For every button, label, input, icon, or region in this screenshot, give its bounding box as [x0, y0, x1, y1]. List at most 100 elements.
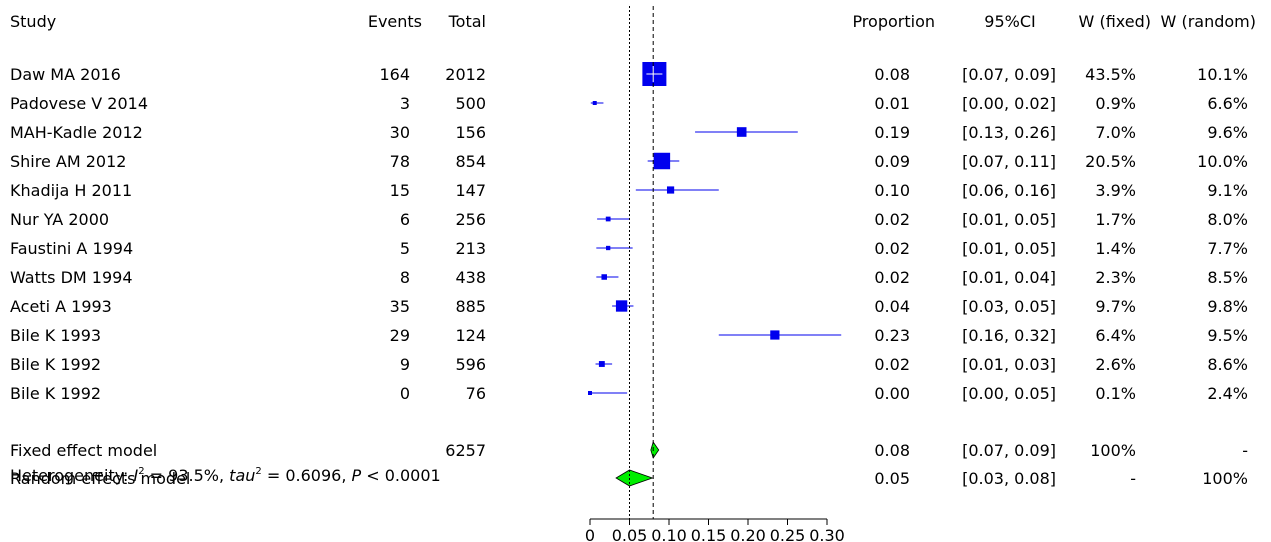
fixed-effect-diamond: [650, 441, 660, 459]
summary-w-fixed: -: [1130, 469, 1136, 488]
study-rows: Daw MA 2016 164 2012 0.08 [0.07, 0.09] 43.5% 1…: [10, 65, 1248, 488]
study-name: Bile K 1993: [10, 326, 101, 345]
study-events: 5: [400, 239, 410, 258]
random-effects-diamond: [615, 469, 654, 487]
study-events: 29: [390, 326, 410, 345]
study-w-fixed: 2.6%: [1095, 355, 1136, 374]
study-proportion: 0.02: [874, 355, 910, 374]
study-w-fixed: 3.9%: [1095, 181, 1136, 200]
study-box: [598, 361, 605, 367]
study-total: 2012: [445, 65, 486, 84]
x-tick-label: 0.15: [691, 526, 727, 542]
study-ci: [0.00, 0.02]: [962, 94, 1056, 113]
study-box: [736, 127, 747, 137]
study-w-random: 2.4%: [1207, 384, 1248, 403]
study-total: 500: [455, 94, 486, 113]
study-name: Padovese V 2014: [10, 94, 148, 113]
x-tick-label: 0.05: [612, 526, 648, 542]
study-w-random: 8.5%: [1207, 268, 1248, 287]
summary-total: 6257: [445, 441, 486, 460]
header-ci: 95%CI: [984, 12, 1035, 31]
study-proportion: 0.02: [874, 268, 910, 287]
study-name: Nur YA 2000: [10, 210, 109, 229]
study-total: 854: [455, 152, 486, 171]
study-events: 164: [379, 65, 410, 84]
study-box: [653, 152, 671, 170]
study-w-random: 10.1%: [1197, 65, 1248, 84]
study-w-random: 9.1%: [1207, 181, 1248, 200]
study-total: 438: [455, 268, 486, 287]
study-proportion: 0.09: [874, 152, 910, 171]
summary-label: Random effects model: [10, 469, 190, 488]
summary-w-random: -: [1242, 441, 1248, 460]
study-name: Bile K 1992: [10, 355, 101, 374]
x-tick-label: 0: [585, 526, 595, 542]
study-ci: [0.01, 0.04]: [962, 268, 1056, 287]
study-name: MAH-Kadle 2012: [10, 123, 143, 142]
study-events: 15: [390, 181, 410, 200]
study-w-fixed: 2.3%: [1095, 268, 1136, 287]
study-name: Shire AM 2012: [10, 152, 126, 171]
summary-proportion: 0.08: [874, 441, 910, 460]
x-tick-label: 0.10: [651, 526, 687, 542]
x-tick-label: 0.30: [809, 526, 845, 542]
study-w-fixed: 7.0%: [1095, 123, 1136, 142]
study-proportion: 0.00: [874, 384, 910, 403]
summary-proportion: 0.05: [874, 469, 910, 488]
study-name: Watts DM 1994: [10, 268, 133, 287]
study-events: 0: [400, 384, 410, 403]
study-total: 147: [455, 181, 486, 200]
study-proportion: 0.01: [874, 94, 910, 113]
study-name: Daw MA 2016: [10, 65, 121, 84]
study-w-fixed: 43.5%: [1085, 65, 1136, 84]
study-w-fixed: 1.4%: [1095, 239, 1136, 258]
study-w-random: 7.7%: [1207, 239, 1248, 258]
study-total: 156: [455, 123, 486, 142]
summary-label: Fixed effect model: [10, 441, 157, 460]
study-box: [601, 274, 607, 280]
study-ci: [0.01, 0.03]: [962, 355, 1056, 374]
header-study: Study: [10, 12, 56, 31]
study-ci: [0.01, 0.05]: [962, 239, 1056, 258]
study-ci: [0.01, 0.05]: [962, 210, 1056, 229]
study-ci: [0.00, 0.05]: [962, 384, 1056, 403]
study-events: 30: [390, 123, 410, 142]
study-box: [588, 391, 592, 395]
study-name: Faustini A 1994: [10, 239, 133, 258]
study-w-fixed: 0.1%: [1095, 384, 1136, 403]
study-ci: [0.13, 0.26]: [962, 123, 1056, 142]
study-w-random: 9.6%: [1207, 123, 1248, 142]
study-w-random: 8.6%: [1207, 355, 1248, 374]
study-w-random: 10.0%: [1197, 152, 1248, 171]
study-box: [770, 330, 780, 340]
study-events: 8: [400, 268, 410, 287]
study-total: 124: [455, 326, 486, 345]
study-w-fixed: 20.5%: [1085, 152, 1136, 171]
header-w-fixed: W (fixed): [1079, 12, 1151, 31]
study-total: 596: [455, 355, 486, 374]
study-box: [605, 216, 611, 222]
study-w-random: 9.5%: [1207, 326, 1248, 345]
study-events: 78: [390, 152, 410, 171]
study-box: [615, 300, 628, 312]
header-events: Events: [368, 12, 422, 31]
study-total: 256: [455, 210, 486, 229]
study-events: 35: [390, 297, 410, 316]
header-total: Total: [448, 12, 486, 31]
study-events: 3: [400, 94, 410, 113]
study-proportion: 0.02: [874, 239, 910, 258]
study-proportion: 0.23: [874, 326, 910, 345]
study-w-fixed: 9.7%: [1095, 297, 1136, 316]
summary-ci: [0.07, 0.09]: [962, 441, 1056, 460]
study-proportion: 0.19: [874, 123, 910, 142]
study-w-fixed: 0.9%: [1095, 94, 1136, 113]
study-proportion: 0.04: [874, 297, 910, 316]
study-box: [592, 101, 597, 105]
header-w-random: W (random): [1161, 12, 1256, 31]
study-w-random: 8.0%: [1207, 210, 1248, 229]
x-tick-label: 0.25: [770, 526, 806, 542]
study-w-fixed: 6.4%: [1095, 326, 1136, 345]
summary-ci: [0.03, 0.08]: [962, 469, 1056, 488]
study-proportion: 0.08: [874, 65, 910, 84]
